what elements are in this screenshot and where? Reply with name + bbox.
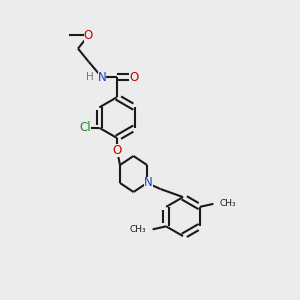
- Text: Cl: Cl: [80, 121, 91, 134]
- Text: N: N: [98, 71, 106, 84]
- Text: O: O: [129, 71, 138, 84]
- Text: O: O: [84, 29, 93, 42]
- Text: CH₃: CH₃: [129, 225, 146, 234]
- Text: N: N: [144, 176, 153, 190]
- Text: CH₃: CH₃: [220, 199, 237, 208]
- Text: O: O: [112, 143, 122, 157]
- Text: H: H: [86, 72, 94, 82]
